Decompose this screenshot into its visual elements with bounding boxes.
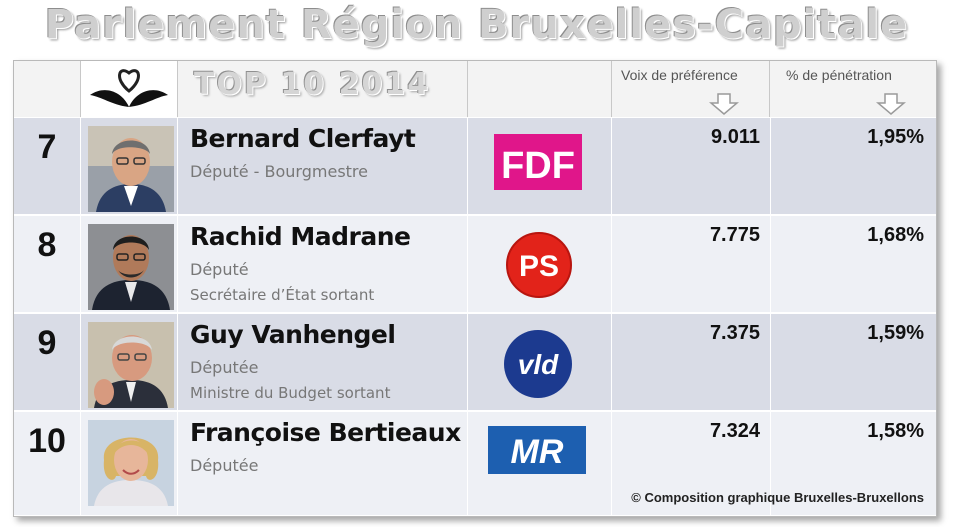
candidate-photo <box>88 126 174 212</box>
preference-votes: 7.375 <box>709 322 760 344</box>
header-logo-cell <box>81 61 178 117</box>
svg-text:MR: MR <box>511 433 564 471</box>
mr-party-logo: MR <box>488 426 586 478</box>
table-row: 8 Rachid Madrane Député Secrétaire d’Éta… <box>14 216 936 312</box>
penetration-percent: 1,59% <box>867 322 924 344</box>
penetration-percent: 1,58% <box>867 420 924 442</box>
candidate-photo <box>88 420 174 506</box>
heart-leaves-logo-icon <box>90 69 168 107</box>
svg-text:vld: vld <box>518 349 559 380</box>
votes-column-header: Voix de préférence <box>621 67 738 83</box>
ps-party-logo: PS <box>504 230 574 304</box>
penetration-percent: 1,95% <box>867 126 924 148</box>
down-arrow-icon <box>709 93 739 115</box>
candidate-name: Bernard Clerfayt <box>190 124 416 153</box>
pct-column-header: % de pénétration <box>786 67 892 83</box>
candidate-name: Rachid Madrane <box>190 222 411 251</box>
header-votes-cell: Voix de préférence <box>611 61 770 117</box>
candidate-role: Députée <box>190 358 259 377</box>
header-party-cell <box>467 61 612 117</box>
candidate-name: Guy Vanhengel <box>190 320 396 349</box>
candidate-previous-role: Ministre du Budget sortant <box>190 384 391 402</box>
preference-votes: 9.011 <box>711 126 760 148</box>
penetration-percent: 1,68% <box>867 224 924 246</box>
svg-text:PS: PS <box>519 250 559 283</box>
header-pct-cell: % de pénétration <box>770 61 936 117</box>
candidate-name: Françoise Bertieaux <box>190 418 461 447</box>
credit-text: © Composition graphique Bruxelles-Bruxel… <box>631 490 924 505</box>
preference-votes: 7.324 <box>709 420 760 442</box>
rank-number: 7 <box>37 128 57 166</box>
vld-party-logo: vld <box>502 328 574 404</box>
rank-number: 8 <box>37 226 57 264</box>
table-row: 10 Françoise Bertieaux Députée MR 7.324 … <box>14 412 936 515</box>
candidate-role: Député - Bourgmestre <box>190 162 368 181</box>
rank-number: 9 <box>37 324 57 362</box>
page-title: Parlement Région Bruxelles-Capitale <box>44 2 909 48</box>
ranking-table: TOP 10 2014 Voix de préférence % de péné… <box>13 60 937 517</box>
svg-text:FDF: FDF <box>501 145 575 187</box>
candidate-photo <box>88 322 174 408</box>
fdf-party-logo: FDF <box>494 134 582 194</box>
header-name-spacer <box>177 61 467 117</box>
header-rank-cell <box>14 61 81 117</box>
candidate-previous-role: Secrétaire d’État sortant <box>190 286 375 304</box>
top10-label: TOP 10 2014 <box>194 67 431 102</box>
rank-number: 10 <box>28 422 66 460</box>
candidate-role: Députée <box>190 456 259 475</box>
table-row: 9 Guy Vanhengel Députée Ministre du Budg… <box>14 314 936 410</box>
preference-votes: 7.775 <box>709 224 760 246</box>
candidate-role: Député <box>190 260 249 279</box>
table-row: 7 Bernard Clerfayt Député - Bourgmestre … <box>14 118 936 214</box>
table-header: TOP 10 2014 Voix de préférence % de péné… <box>14 61 936 117</box>
candidate-photo <box>88 224 174 310</box>
down-arrow-icon <box>876 93 906 115</box>
